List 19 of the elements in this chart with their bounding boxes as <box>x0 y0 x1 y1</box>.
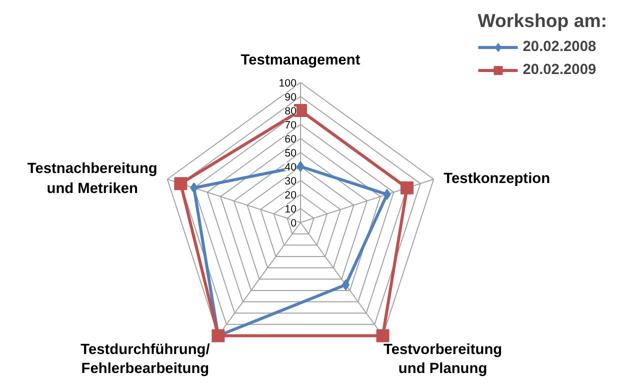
y-tick-label: 100 <box>278 78 297 90</box>
spoke-label: Testmanagement <box>240 52 360 68</box>
y-tick-label: 80 <box>284 106 297 118</box>
legend-label: 20.02.2009 <box>522 62 596 78</box>
spoke-label: Testnachbereitung und Metriken <box>27 161 158 198</box>
y-tick-label: 50 <box>284 148 297 160</box>
spoke-label: Testvorbereitung und Planung <box>383 342 502 377</box>
y-tick-label: 60 <box>284 134 297 146</box>
y-tick-label: 30 <box>284 176 297 188</box>
legend-label: 20.02.2008 <box>522 39 596 55</box>
y-tick-label: 10 <box>284 204 297 216</box>
y-tick-label: 40 <box>284 162 297 174</box>
y-tick-label: 70 <box>284 120 297 132</box>
legend-title: Workshop am: <box>478 10 607 32</box>
y-tick-label: 0 <box>290 218 297 230</box>
spoke-label: Testkonzeption <box>444 171 550 188</box>
y-tick-label: 90 <box>284 92 297 104</box>
y-tick-label: 20 <box>284 190 297 202</box>
spoke-label: Testdurchführung/ Fehlerbearbeitung <box>80 342 210 377</box>
